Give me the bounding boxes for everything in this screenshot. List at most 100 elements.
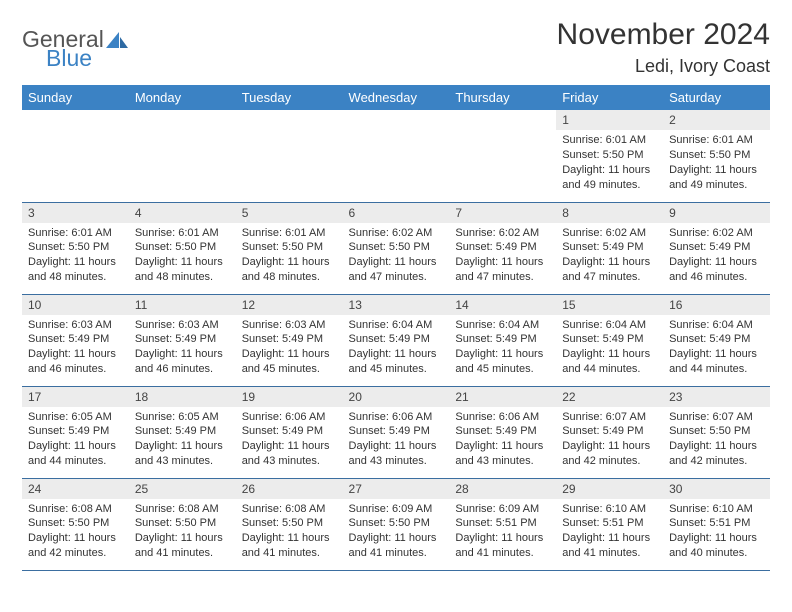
- calendar-day-cell: 24Sunrise: 6:08 AMSunset: 5:50 PMDayligh…: [22, 478, 129, 570]
- weekday-header: Sunday: [22, 85, 129, 110]
- weekday-header: Thursday: [449, 85, 556, 110]
- day-details: Sunrise: 6:03 AMSunset: 5:49 PMDaylight:…: [22, 315, 129, 381]
- day-number: 11: [129, 295, 236, 315]
- day-details: Sunrise: 6:10 AMSunset: 5:51 PMDaylight:…: [556, 499, 663, 565]
- calendar-week-row: 3Sunrise: 6:01 AMSunset: 5:50 PMDaylight…: [22, 202, 770, 294]
- calendar-day-cell: [343, 110, 450, 202]
- calendar-day-cell: [129, 110, 236, 202]
- day-number: 1: [556, 110, 663, 130]
- day-details: Sunrise: 6:08 AMSunset: 5:50 PMDaylight:…: [236, 499, 343, 565]
- weekday-header: Saturday: [663, 85, 770, 110]
- day-details: Sunrise: 6:04 AMSunset: 5:49 PMDaylight:…: [343, 315, 450, 381]
- calendar-week-row: 24Sunrise: 6:08 AMSunset: 5:50 PMDayligh…: [22, 478, 770, 570]
- calendar-day-cell: 20Sunrise: 6:06 AMSunset: 5:49 PMDayligh…: [343, 386, 450, 478]
- day-number: 13: [343, 295, 450, 315]
- calendar-day-cell: 10Sunrise: 6:03 AMSunset: 5:49 PMDayligh…: [22, 294, 129, 386]
- day-number: 14: [449, 295, 556, 315]
- day-details: Sunrise: 6:05 AMSunset: 5:49 PMDaylight:…: [22, 407, 129, 473]
- day-number: 17: [22, 387, 129, 407]
- calendar-day-cell: 6Sunrise: 6:02 AMSunset: 5:50 PMDaylight…: [343, 202, 450, 294]
- day-number: 25: [129, 479, 236, 499]
- day-details: Sunrise: 6:01 AMSunset: 5:50 PMDaylight:…: [556, 130, 663, 196]
- day-number: 5: [236, 203, 343, 223]
- calendar-day-cell: 21Sunrise: 6:06 AMSunset: 5:49 PMDayligh…: [449, 386, 556, 478]
- day-details: Sunrise: 6:09 AMSunset: 5:51 PMDaylight:…: [449, 499, 556, 565]
- day-number: 19: [236, 387, 343, 407]
- day-number: 20: [343, 387, 450, 407]
- calendar-day-cell: 18Sunrise: 6:05 AMSunset: 5:49 PMDayligh…: [129, 386, 236, 478]
- day-number: 12: [236, 295, 343, 315]
- calendar-day-cell: 25Sunrise: 6:08 AMSunset: 5:50 PMDayligh…: [129, 478, 236, 570]
- calendar-day-cell: [449, 110, 556, 202]
- day-details: Sunrise: 6:03 AMSunset: 5:49 PMDaylight:…: [129, 315, 236, 381]
- weekday-header: Friday: [556, 85, 663, 110]
- calendar-day-cell: 19Sunrise: 6:06 AMSunset: 5:49 PMDayligh…: [236, 386, 343, 478]
- day-number: 4: [129, 203, 236, 223]
- day-details: Sunrise: 6:07 AMSunset: 5:50 PMDaylight:…: [663, 407, 770, 473]
- calendar-week-row: 1Sunrise: 6:01 AMSunset: 5:50 PMDaylight…: [22, 110, 770, 202]
- calendar-day-cell: 5Sunrise: 6:01 AMSunset: 5:50 PMDaylight…: [236, 202, 343, 294]
- day-details: Sunrise: 6:01 AMSunset: 5:50 PMDaylight:…: [129, 223, 236, 289]
- calendar-day-cell: 1Sunrise: 6:01 AMSunset: 5:50 PMDaylight…: [556, 110, 663, 202]
- calendar-day-cell: 27Sunrise: 6:09 AMSunset: 5:50 PMDayligh…: [343, 478, 450, 570]
- calendar-day-cell: 28Sunrise: 6:09 AMSunset: 5:51 PMDayligh…: [449, 478, 556, 570]
- day-details: Sunrise: 6:02 AMSunset: 5:49 PMDaylight:…: [663, 223, 770, 289]
- calendar-day-cell: 14Sunrise: 6:04 AMSunset: 5:49 PMDayligh…: [449, 294, 556, 386]
- header: General Blue November 2024 Ledi, Ivory C…: [22, 18, 770, 77]
- day-number: 2: [663, 110, 770, 130]
- day-number: 22: [556, 387, 663, 407]
- day-number: 30: [663, 479, 770, 499]
- calendar-day-cell: 29Sunrise: 6:10 AMSunset: 5:51 PMDayligh…: [556, 478, 663, 570]
- calendar-day-cell: 9Sunrise: 6:02 AMSunset: 5:49 PMDaylight…: [663, 202, 770, 294]
- day-details: Sunrise: 6:06 AMSunset: 5:49 PMDaylight:…: [236, 407, 343, 473]
- brand-text-bottom: Blue: [46, 47, 128, 70]
- day-details: Sunrise: 6:03 AMSunset: 5:49 PMDaylight:…: [236, 315, 343, 381]
- calendar-day-cell: [236, 110, 343, 202]
- day-number: 16: [663, 295, 770, 315]
- day-number: 27: [343, 479, 450, 499]
- day-number: 26: [236, 479, 343, 499]
- day-details: Sunrise: 6:01 AMSunset: 5:50 PMDaylight:…: [663, 130, 770, 196]
- brand-logo: General Blue: [22, 18, 128, 70]
- calendar-day-cell: 17Sunrise: 6:05 AMSunset: 5:49 PMDayligh…: [22, 386, 129, 478]
- day-details: Sunrise: 6:10 AMSunset: 5:51 PMDaylight:…: [663, 499, 770, 565]
- day-details: Sunrise: 6:05 AMSunset: 5:49 PMDaylight:…: [129, 407, 236, 473]
- day-details: Sunrise: 6:09 AMSunset: 5:50 PMDaylight:…: [343, 499, 450, 565]
- day-details: Sunrise: 6:01 AMSunset: 5:50 PMDaylight:…: [236, 223, 343, 289]
- calendar-page: General Blue November 2024 Ledi, Ivory C…: [0, 0, 792, 571]
- calendar-week-row: 10Sunrise: 6:03 AMSunset: 5:49 PMDayligh…: [22, 294, 770, 386]
- title-block: November 2024 Ledi, Ivory Coast: [557, 18, 770, 77]
- day-number: 29: [556, 479, 663, 499]
- calendar-day-cell: 3Sunrise: 6:01 AMSunset: 5:50 PMDaylight…: [22, 202, 129, 294]
- brand-sail-icon: [106, 30, 128, 48]
- day-number: 24: [22, 479, 129, 499]
- day-details: Sunrise: 6:06 AMSunset: 5:49 PMDaylight:…: [449, 407, 556, 473]
- day-number: 3: [22, 203, 129, 223]
- calendar-day-cell: 13Sunrise: 6:04 AMSunset: 5:49 PMDayligh…: [343, 294, 450, 386]
- day-details: Sunrise: 6:08 AMSunset: 5:50 PMDaylight:…: [129, 499, 236, 565]
- day-number: 18: [129, 387, 236, 407]
- calendar-table: Sunday Monday Tuesday Wednesday Thursday…: [22, 85, 770, 571]
- day-number: 21: [449, 387, 556, 407]
- weekday-header: Monday: [129, 85, 236, 110]
- weekday-header: Wednesday: [343, 85, 450, 110]
- day-number: 6: [343, 203, 450, 223]
- day-details: Sunrise: 6:01 AMSunset: 5:50 PMDaylight:…: [22, 223, 129, 289]
- day-number: 10: [22, 295, 129, 315]
- calendar-day-cell: 11Sunrise: 6:03 AMSunset: 5:49 PMDayligh…: [129, 294, 236, 386]
- day-details: Sunrise: 6:08 AMSunset: 5:50 PMDaylight:…: [22, 499, 129, 565]
- calendar-day-cell: 26Sunrise: 6:08 AMSunset: 5:50 PMDayligh…: [236, 478, 343, 570]
- calendar-day-cell: 15Sunrise: 6:04 AMSunset: 5:49 PMDayligh…: [556, 294, 663, 386]
- weekday-header-row: Sunday Monday Tuesday Wednesday Thursday…: [22, 85, 770, 110]
- weekday-header: Tuesday: [236, 85, 343, 110]
- day-number: 7: [449, 203, 556, 223]
- day-number: 23: [663, 387, 770, 407]
- day-number: 28: [449, 479, 556, 499]
- calendar-day-cell: 23Sunrise: 6:07 AMSunset: 5:50 PMDayligh…: [663, 386, 770, 478]
- day-details: Sunrise: 6:04 AMSunset: 5:49 PMDaylight:…: [663, 315, 770, 381]
- location-label: Ledi, Ivory Coast: [557, 56, 770, 77]
- day-details: Sunrise: 6:06 AMSunset: 5:49 PMDaylight:…: [343, 407, 450, 473]
- day-details: Sunrise: 6:02 AMSunset: 5:49 PMDaylight:…: [556, 223, 663, 289]
- calendar-day-cell: 16Sunrise: 6:04 AMSunset: 5:49 PMDayligh…: [663, 294, 770, 386]
- day-details: Sunrise: 6:02 AMSunset: 5:50 PMDaylight:…: [343, 223, 450, 289]
